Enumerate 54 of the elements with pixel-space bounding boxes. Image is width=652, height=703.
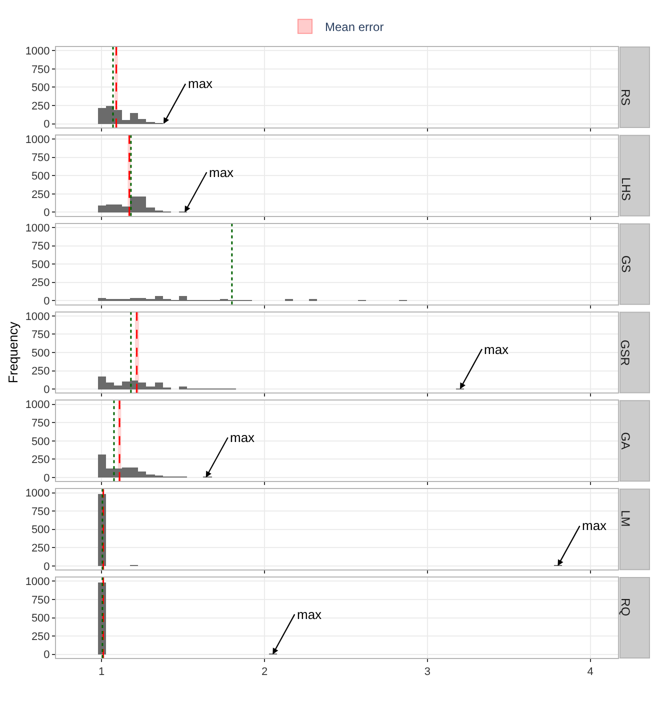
annotation: max — [484, 342, 510, 357]
text: LM — [618, 510, 633, 527]
y-tick-label: 0 — [44, 472, 50, 484]
y-tick-label: 750 — [31, 417, 50, 430]
x-tick-label: 3 — [424, 666, 430, 678]
y-tick-label: 0 — [44, 118, 50, 131]
text: LHS — [618, 177, 633, 201]
text: GS — [618, 255, 633, 273]
text: GSR — [618, 340, 632, 366]
y-tick-label: 250 — [31, 454, 50, 466]
annotation: max — [188, 76, 214, 91]
x-tick-label: 4 — [587, 666, 594, 678]
legend-label: Mean error — [325, 20, 384, 34]
y-tick-label: 500 — [31, 82, 50, 94]
y-tick-label: 500 — [31, 170, 50, 183]
annotation: max — [209, 165, 234, 180]
text: RS — [618, 89, 632, 106]
y-tick-label: 0 — [44, 649, 50, 662]
y-tick-label: 1000 — [25, 134, 50, 146]
y-tick-label: 750 — [31, 594, 50, 606]
y-tick-label: 0 — [44, 296, 50, 308]
annotation: max — [582, 518, 608, 533]
y-tick-label: 750 — [31, 64, 50, 76]
y-tick-label: 750 — [31, 329, 50, 342]
y-tick-label: 500 — [31, 612, 50, 625]
annotation: max — [297, 607, 322, 622]
x-tick-label: 2 — [261, 666, 268, 678]
y-tick-label: 1000 — [25, 399, 50, 412]
text: RQ — [618, 598, 632, 616]
text: GA — [618, 432, 633, 450]
y-tick-label: 1000 — [25, 46, 50, 58]
y-tick-label: 750 — [31, 506, 50, 518]
y-tick-label: 500 — [31, 436, 50, 448]
y-tick-label: 500 — [31, 258, 50, 271]
x-tick-label: 1 — [98, 666, 105, 678]
y-tick-label: 250 — [31, 366, 50, 378]
y-tick-label: 1000 — [25, 576, 50, 588]
y-tick-label: 250 — [31, 277, 50, 290]
y-tick-label: 1000 — [25, 310, 50, 323]
y-tick-label: 250 — [31, 100, 50, 112]
annotation: max — [230, 430, 256, 445]
y-tick-label: 750 — [31, 240, 50, 253]
y-tick-label: 750 — [31, 152, 50, 164]
y-tick-label: 1000 — [25, 488, 50, 500]
y-tick-label: 1000 — [25, 222, 50, 234]
y-tick-label: 500 — [31, 524, 50, 536]
y-tick-label: 0 — [44, 207, 50, 220]
y-tick-label: 0 — [44, 560, 50, 573]
y-axis-title: Frequency — [5, 321, 20, 384]
y-tick-label: 250 — [31, 542, 50, 554]
y-tick-label: 0 — [44, 384, 50, 396]
y-tick-label: 250 — [31, 630, 50, 643]
y-tick-label: 500 — [31, 347, 50, 360]
y-tick-label: 250 — [31, 188, 50, 201]
